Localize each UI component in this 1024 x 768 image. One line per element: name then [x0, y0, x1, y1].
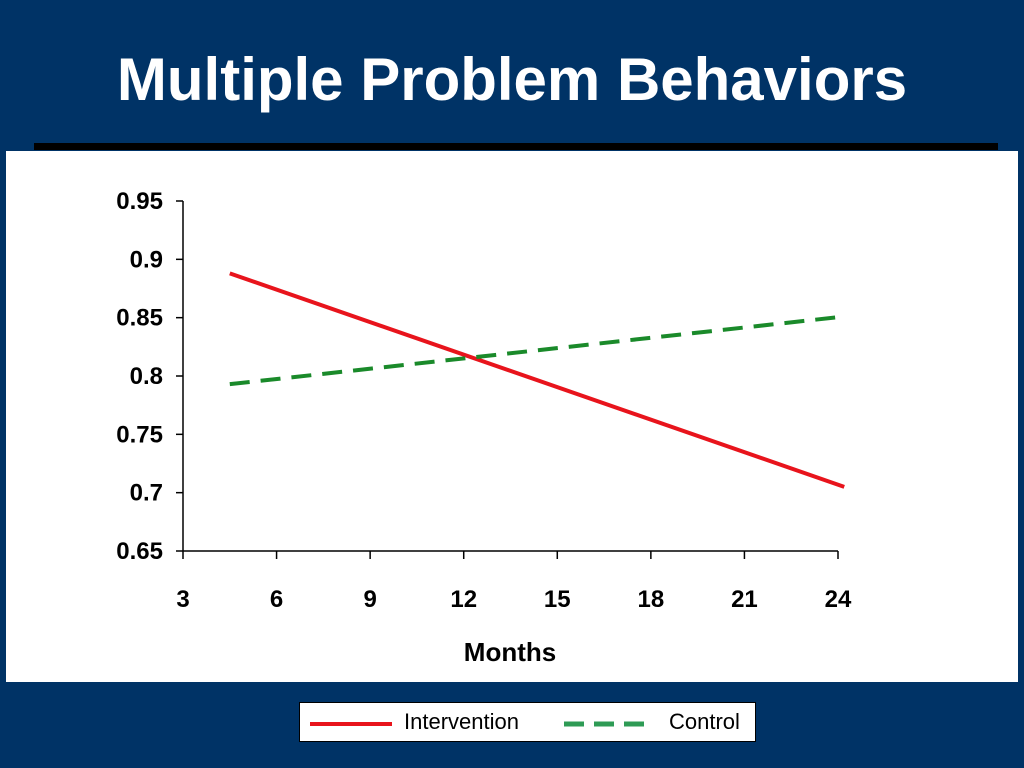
axes [176, 200, 839, 559]
y-tick-label: 0.95 [116, 188, 163, 215]
y-tick-label: 0.65 [116, 538, 163, 565]
y-tick-label: 0.75 [116, 421, 163, 448]
x-tick-label: 9 [363, 586, 376, 613]
title-divider [34, 143, 998, 150]
legend-swatch-control [564, 721, 652, 727]
y-tick-label: 0.8 [130, 363, 163, 390]
series-lines [229, 271, 845, 489]
x-tick-label: 15 [544, 586, 571, 613]
x-tick-label: 18 [638, 586, 665, 613]
chart-legend: Intervention Control [299, 702, 756, 742]
x-tick-label: 24 [825, 586, 852, 613]
line-chart: 0.65 0.7 0.75 0.8 0.85 0.9 0.95 3 6 9 12 15 18 21 24 M… [116, 188, 852, 667]
slide-title: Multiple Problem Behaviors [116, 46, 908, 113]
legend-label-intervention: Intervention [404, 709, 519, 734]
series-line-control [229, 314, 845, 387]
x-tick-label: 6 [270, 586, 283, 613]
y-tick-label: 0.7 [130, 480, 163, 507]
y-tick-label: 0.9 [130, 246, 163, 273]
tick-labels: 0.65 0.7 0.75 0.8 0.85 0.9 0.95 3 6 9 12 15 18 21 24 [116, 188, 852, 613]
x-tick-label: 3 [176, 586, 189, 613]
series-line-intervention [229, 271, 845, 489]
legend-label-control: Control [669, 709, 740, 734]
x-tick-label: 12 [450, 586, 477, 613]
x-tick-label: 21 [731, 586, 758, 613]
legend-swatch-intervention [310, 722, 392, 726]
chart-panel: 0.65 0.7 0.75 0.8 0.85 0.9 0.95 3 6 9 12 15 18 21 24 M… [6, 151, 1018, 682]
y-tick-label: 0.85 [116, 305, 163, 332]
x-axis-title: Months [464, 637, 556, 667]
